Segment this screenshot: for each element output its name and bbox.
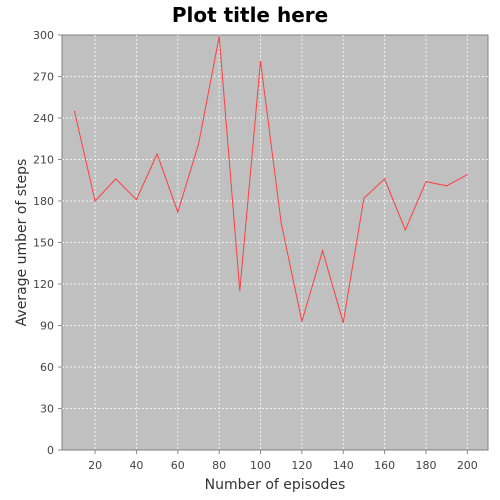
x-tick-label: 180 — [415, 459, 436, 472]
y-tick-label: 240 — [33, 112, 54, 125]
data-point — [197, 143, 199, 145]
data-point — [301, 320, 303, 322]
data-point — [177, 211, 179, 213]
y-tick-label: 270 — [33, 71, 54, 84]
data-point — [135, 199, 137, 201]
x-tick-label: 40 — [129, 459, 143, 472]
x-tick-label: 80 — [212, 459, 226, 472]
data-point — [280, 222, 282, 224]
y-axis-title: Average umber of steps — [14, 159, 30, 327]
y-tick-label: 180 — [33, 195, 54, 208]
data-point — [425, 181, 427, 183]
data-point — [260, 60, 262, 62]
x-tick-label: 160 — [374, 459, 395, 472]
data-point — [239, 290, 241, 292]
x-axis-title: Number of episodes — [205, 477, 346, 493]
y-tick-label: 60 — [40, 361, 54, 374]
y-tick-label: 30 — [40, 403, 54, 416]
y-tick-label: 0 — [47, 444, 54, 457]
data-point — [342, 322, 344, 324]
data-point — [156, 153, 158, 155]
series-group — [73, 35, 468, 324]
data-point — [115, 178, 117, 180]
data-point — [73, 110, 75, 112]
x-tick-label: 140 — [333, 459, 354, 472]
data-point — [446, 185, 448, 187]
y-tick-label: 300 — [33, 29, 54, 42]
gridlines — [62, 35, 488, 450]
chart-title: Plot title here — [172, 3, 328, 27]
data-point — [322, 250, 324, 252]
data-point — [363, 197, 365, 199]
x-tick-label: 100 — [250, 459, 271, 472]
y-tick-label: 210 — [33, 154, 54, 167]
y-tick-label: 90 — [40, 320, 54, 333]
data-point — [94, 200, 96, 202]
x-tick-label: 200 — [457, 459, 478, 472]
y-tick-label: 150 — [33, 237, 54, 250]
data-point — [218, 35, 220, 37]
series-line — [73, 36, 468, 323]
y-tick-label: 120 — [33, 278, 54, 291]
x-tick-label: 120 — [291, 459, 312, 472]
axis-ticks: 0 30 60 90 120 150 180 210 240 270 300 20 40 60 80 100 1… — [33, 29, 478, 472]
data-point — [466, 174, 468, 176]
x-tick-label: 20 — [88, 459, 102, 472]
x-tick-label: 60 — [171, 459, 185, 472]
data-point — [404, 229, 406, 231]
data-point — [384, 178, 386, 180]
